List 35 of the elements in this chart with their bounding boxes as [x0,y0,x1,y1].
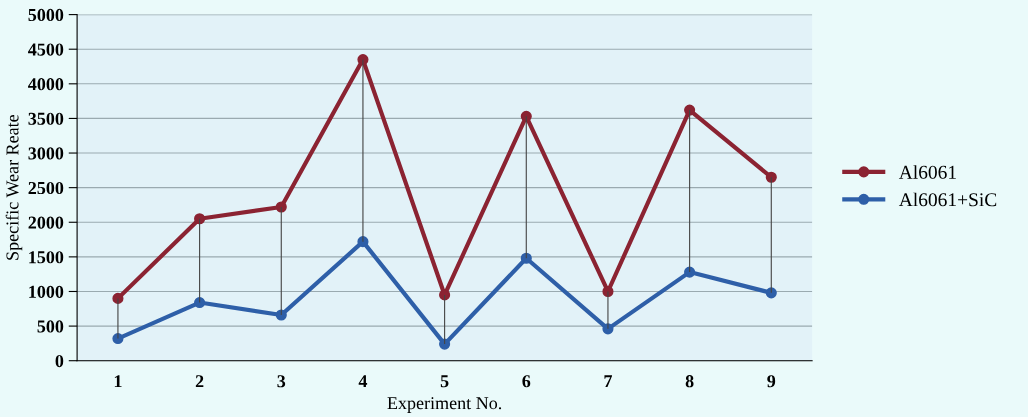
point [765,287,777,299]
y-tick-label: 2500 [28,181,64,195]
y-axis-title: Specific Wear Reate [5,114,23,260]
x-tick-label: 8 [685,375,694,388]
x-axis-title: Experiment No. [387,397,502,413]
point [275,309,287,321]
x-tick-label: 2 [195,375,204,388]
x-tick-label: 7 [604,375,613,388]
legend-label: Al6061 [898,165,956,179]
point [439,338,451,350]
y-tick-label: 0 [55,354,64,368]
point [520,110,532,122]
y-tick-label: 3000 [28,147,64,160]
point [275,201,287,213]
legend-label: Al6061+SiC [898,192,997,207]
x-tick-label: 9 [767,375,776,388]
x-tick-label: 1 [114,375,122,388]
y-tick-label: 500 [37,320,64,333]
y-tick-label: 4000 [28,78,64,91]
x-tick-label: 3 [277,375,286,388]
y-tick-label: 3500 [28,112,64,125]
y-tick-label: 2000 [28,216,64,229]
point [194,297,206,309]
y-tick-label: 1500 [29,251,64,264]
point [194,213,206,225]
x-tick-label: 6 [522,375,531,388]
x-tick-label: 5 [440,375,449,388]
y-tick-label: 1000 [29,285,64,298]
y-tick-label: 5000 [28,8,64,22]
y-tick-label: 4500 [28,43,64,56]
x-tick-label: 4 [358,375,368,388]
point [520,252,532,264]
point [684,104,696,116]
point [765,171,777,183]
point [684,266,696,278]
